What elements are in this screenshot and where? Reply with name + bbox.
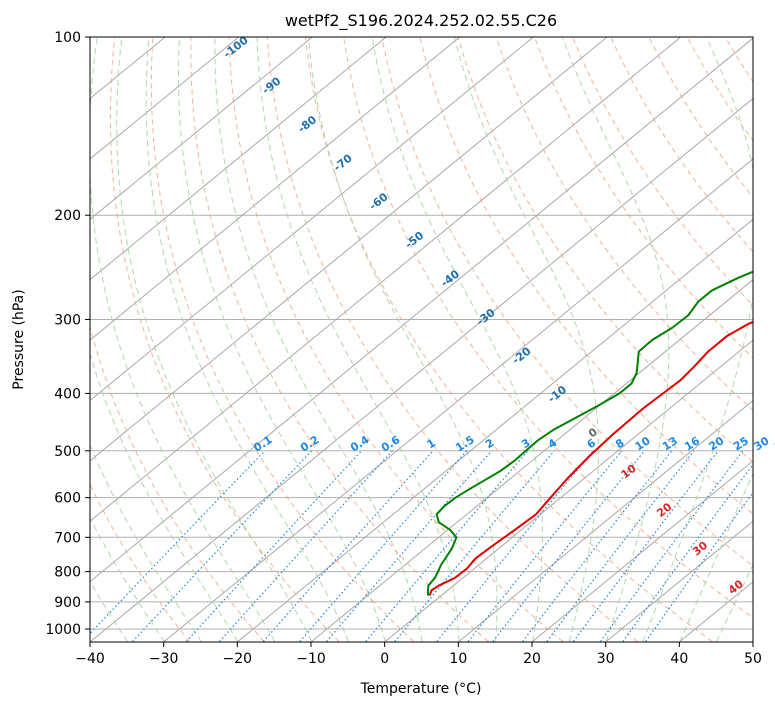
- dry-adiabat-line: [381, 37, 753, 567]
- dry-adiabat-line: [266, 37, 638, 642]
- isotherm-line: [90, 37, 608, 462]
- moist-adiabat-line: [307, 37, 498, 642]
- moist-adiabat-line: [642, 37, 753, 642]
- dry-adiabat-line: [343, 37, 753, 619]
- dry-adiabat-line: [150, 37, 414, 642]
- isotherm-line: [90, 37, 313, 220]
- mixing-ratio-line: [467, 450, 623, 642]
- x-axis: −40 −30 −20 −10 0 10 20 30 40 50: [75, 642, 762, 667]
- x-tick-label: 40: [670, 651, 688, 667]
- isotherm-line: [90, 97, 753, 642]
- dry-adiabat-line: [109, 37, 340, 642]
- isotherm-line: [384, 339, 753, 642]
- dewpoint-line: [426, 270, 753, 596]
- isotherm-line: [605, 520, 753, 642]
- y-tick-label: 500: [54, 444, 81, 460]
- mixing-ratio-line: [219, 450, 393, 642]
- moist-adiabat-line: [371, 37, 543, 642]
- y-axis-label: Pressure (hPa): [11, 289, 27, 389]
- moist-adiabat-line: [90, 443, 202, 642]
- isotherm-line: [163, 158, 753, 642]
- isotherm-line: [458, 399, 753, 642]
- y-tick-label: 300: [54, 312, 81, 328]
- x-tick-label: 10: [449, 651, 467, 667]
- x-tick-label: −10: [296, 651, 326, 667]
- y-tick-label: 900: [54, 595, 81, 611]
- chart-title: wetPf2_S196.2024.252.02.55.C26: [285, 11, 557, 31]
- isotherm-line: [90, 37, 753, 583]
- moist-adiabat-line: [453, 37, 600, 642]
- mixing-ratio-line: [599, 450, 744, 642]
- y-tick-label: 600: [54, 491, 81, 507]
- dry-adiabat-line: [228, 37, 564, 642]
- background-lines: [90, 37, 753, 642]
- isotherm-line: [532, 460, 753, 642]
- dry-adiabat-line: [90, 483, 190, 642]
- x-tick-label: −30: [149, 651, 179, 667]
- y-axis: 100 200 300 400 500 600 700 800 900 1000: [45, 30, 90, 638]
- mixing-ratio-label: 36: [772, 434, 775, 453]
- mixing-ratio-line: [546, 450, 695, 642]
- moist-adiabat-line: [116, 37, 313, 642]
- moist-adiabat-line: [561, 37, 670, 642]
- mixing-ratio-line: [645, 491, 753, 642]
- plot-area: 0.1 0.2 0.4 0.6 1 1.5 2 3 4 6 8 10 13 16 20 25 30 36-100-…: [89, 33, 775, 643]
- dry-adiabat-line: [533, 37, 753, 359]
- profile-lines: [426, 270, 753, 596]
- y-tick-label: 1000: [45, 622, 81, 638]
- moist-adiabat-line: [90, 352, 239, 642]
- y-tick-label: 100: [54, 30, 81, 46]
- moist-adiabat-line: [90, 37, 276, 642]
- moist-adiabat-line: [177, 37, 386, 642]
- isotherm-line: [90, 37, 461, 341]
- isotherm-line: [90, 37, 682, 522]
- moist-adiabat-line: [679, 471, 753, 642]
- moist-adiabat-line: [214, 37, 423, 642]
- mixing-ratio-line: [365, 450, 529, 642]
- moist-adiabat-line: [256, 37, 460, 642]
- x-tick-label: 30: [597, 651, 615, 667]
- mixing-ratio-line: [262, 450, 434, 642]
- y-tick-label: 200: [54, 208, 81, 224]
- x-tick-label: 50: [744, 651, 762, 667]
- mixing-ratio-line: [90, 450, 266, 635]
- isotherm-line: [237, 218, 753, 642]
- x-tick-label: −20: [223, 651, 253, 667]
- x-tick-label: −40: [75, 651, 105, 667]
- moist-adiabat-line: [145, 37, 349, 642]
- y-tick-label: 700: [54, 530, 81, 546]
- isotherm-line: [90, 37, 387, 281]
- isotherm-line: [90, 37, 534, 402]
- x-tick-label: 0: [380, 651, 389, 667]
- mixing-ratio-line: [394, 450, 555, 642]
- plot-frame: [89, 36, 754, 643]
- mixing-ratio-line: [492, 450, 645, 642]
- mixing-ratio-line: [132, 450, 313, 642]
- dry-adiabat-line: [304, 37, 713, 642]
- mixing-ratio-line: [572, 450, 719, 642]
- mixing-ratio-line: [436, 450, 594, 642]
- x-tick-label: 20: [523, 651, 541, 667]
- isotherm-line: [90, 37, 240, 160]
- y-tick-label: 800: [54, 565, 81, 581]
- temperature-line: [428, 320, 753, 596]
- y-tick-label: 400: [54, 386, 81, 402]
- moist-adiabat-line: [90, 516, 165, 642]
- dry-adiabat-line: [90, 325, 265, 642]
- mixing-ratio-line: [185, 450, 363, 642]
- mixing-ratio-line: [622, 463, 753, 642]
- x-axis-label: Temperature (°C): [360, 681, 482, 697]
